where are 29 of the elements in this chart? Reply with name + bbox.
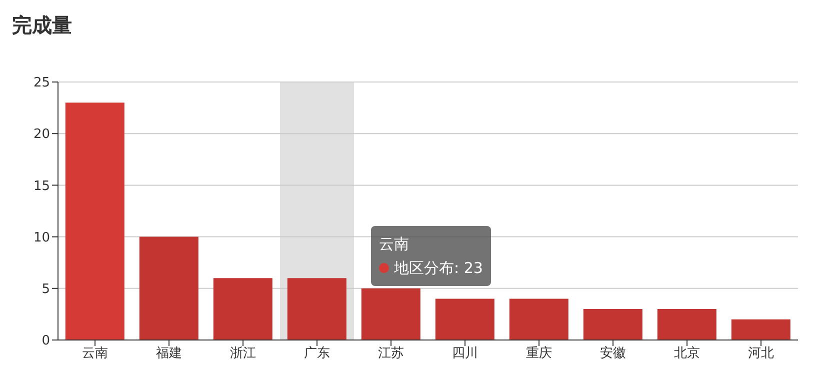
y-tick-label: 25 bbox=[33, 76, 50, 91]
bar bbox=[583, 309, 642, 340]
bar bbox=[65, 102, 124, 340]
bar bbox=[139, 236, 198, 340]
chart-title: 完成量 bbox=[12, 12, 72, 39]
x-tick-label: 广东 bbox=[304, 346, 330, 362]
x-tick-label: 浙江 bbox=[230, 346, 256, 362]
bar bbox=[287, 278, 346, 340]
bar bbox=[213, 278, 272, 340]
y-tick-label: 0 bbox=[42, 334, 50, 349]
x-tick-label: 重庆 bbox=[526, 346, 552, 362]
bar bbox=[731, 319, 790, 340]
y-tick-label: 10 bbox=[33, 230, 50, 246]
x-tick-label: 安徽 bbox=[600, 345, 626, 362]
x-tick-label: 河北 bbox=[748, 346, 774, 362]
bar bbox=[361, 288, 420, 340]
x-tick-label: 四川 bbox=[452, 346, 478, 362]
x-tick-label: 江苏 bbox=[378, 346, 404, 362]
x-tick-label: 北京 bbox=[674, 346, 700, 362]
bar bbox=[509, 298, 568, 340]
x-tick-label: 云南 bbox=[82, 346, 108, 362]
annotation: 云南 bbox=[379, 234, 409, 255]
bar bbox=[657, 309, 716, 340]
x-tick-label: 福建 bbox=[156, 346, 182, 362]
bar bbox=[435, 298, 494, 340]
y-tick-label: 5 bbox=[42, 282, 50, 298]
annotation: 地区分布: 23 bbox=[394, 258, 483, 279]
y-tick-label: 15 bbox=[33, 178, 50, 194]
y-tick-label: 20 bbox=[33, 127, 50, 142]
